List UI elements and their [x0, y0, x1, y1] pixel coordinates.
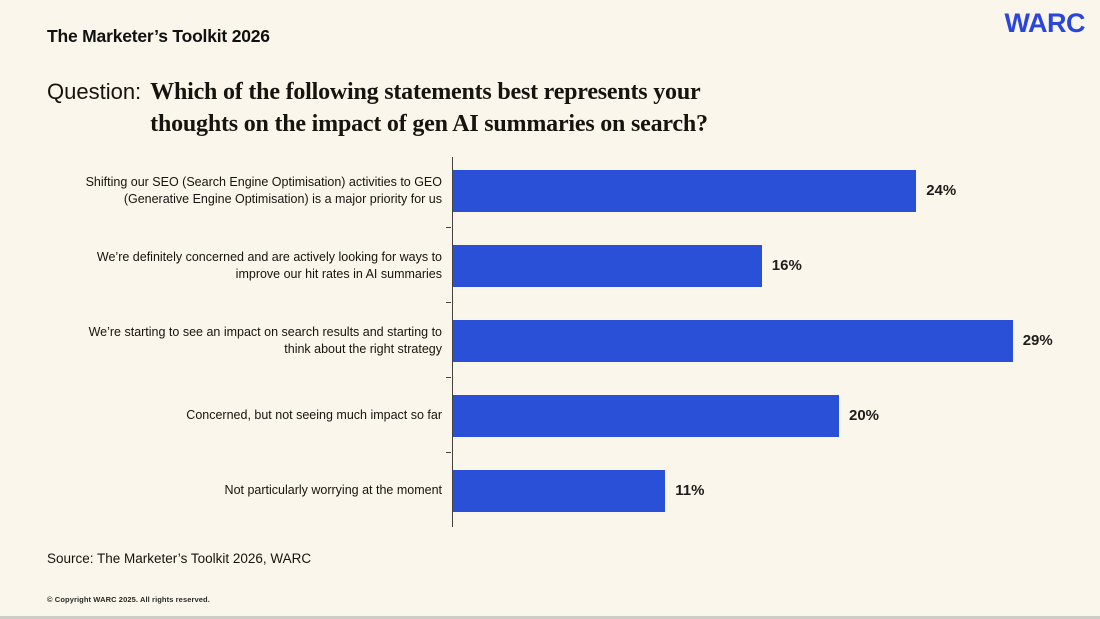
chart-row: Not particularly worrying at the moment … — [0, 453, 1100, 528]
bar-value: 29% — [1022, 332, 1053, 349]
chart-row: We’re starting to see an impact on searc… — [0, 303, 1100, 378]
question-line-2: thoughts on the impact of gen AI summari… — [150, 111, 708, 137]
warc-logo: WARC — [1004, 8, 1086, 38]
question-line-1: Which of the following statements best r… — [150, 79, 701, 105]
question-text: Which of the following statements best r… — [150, 76, 708, 140]
bar-label: Concerned, but not seeing much impact so… — [186, 408, 442, 422]
axis-tick — [446, 377, 451, 378]
axis-tick — [446, 227, 451, 228]
bar-value: 24% — [926, 182, 957, 199]
source-note: Source: The Marketer’s Toolkit 2026, WAR… — [47, 551, 312, 566]
axis-tick — [446, 452, 451, 453]
bar-area: 20% — [446, 378, 1100, 453]
question-prefix: Question: — [47, 79, 142, 104]
bar-area: 29% — [446, 303, 1100, 378]
bar-area: 24% — [446, 153, 1100, 228]
bar-value: 20% — [849, 407, 880, 424]
question-block: Question: Which of the following stateme… — [47, 76, 708, 140]
y-axis-line — [452, 157, 453, 527]
chart-row: Concerned, but not seeing much impact so… — [0, 378, 1100, 453]
bar-chart: Shifting our SEO (Search Engine Optimisa… — [0, 153, 1100, 528]
chart-row: We’re definitely concerned and are activ… — [0, 228, 1100, 303]
axis-tick — [446, 302, 451, 303]
bar-label: Not particularly worrying at the moment — [224, 483, 442, 497]
bar-label: We’re starting to see an impact on searc… — [88, 324, 442, 356]
chart-rows: Shifting our SEO (Search Engine Optimisa… — [0, 153, 1100, 528]
chart-row: Shifting our SEO (Search Engine Optimisa… — [0, 153, 1100, 228]
bar — [453, 319, 1013, 362]
bar — [453, 394, 839, 437]
bar — [453, 169, 917, 212]
bar — [453, 469, 666, 512]
bar-area: 16% — [446, 228, 1100, 303]
bar-label: We’re definitely concerned and are activ… — [96, 249, 442, 281]
report-title: The Marketer’s Toolkit 2026 — [47, 26, 270, 46]
bar-label: Shifting our SEO (Search Engine Optimisa… — [85, 174, 442, 206]
bottom-edge-divider — [0, 616, 1100, 619]
bar — [453, 244, 762, 287]
bar-value: 11% — [675, 482, 705, 499]
bar-area: 11% — [452, 453, 1100, 528]
copyright-note: © Copyright WARC 2025. All rights reserv… — [47, 595, 210, 604]
bar-value: 16% — [771, 257, 802, 274]
